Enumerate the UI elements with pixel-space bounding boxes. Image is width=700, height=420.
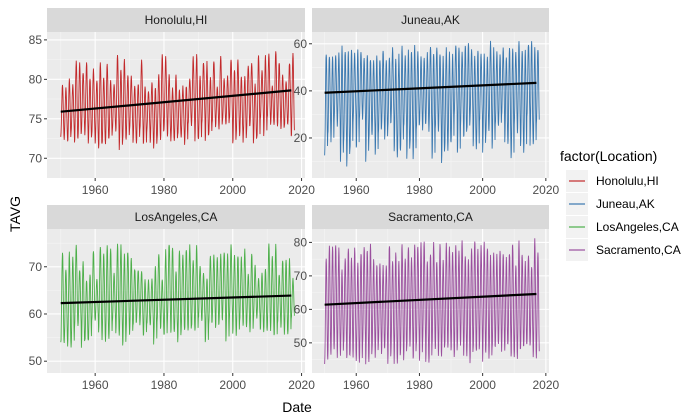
legend-title: factor(Location)	[560, 148, 657, 164]
facet-strip-label: Honolulu,HI	[145, 13, 208, 27]
x-tick-label: 1980	[406, 378, 433, 392]
y-tick-label: 85	[29, 33, 43, 47]
facet-strip-label: Sacramento,CA	[388, 210, 473, 224]
series-line	[60, 243, 295, 348]
legend-label: LosAngeles,CA	[596, 220, 679, 234]
panel-2: Juneau,AK 20 40 60 1960 1980 2000 2020	[294, 8, 560, 197]
y-tick-label: 75	[29, 112, 43, 126]
x-tick-label: 2020	[532, 378, 559, 392]
facet-strip-label: Juneau,AK	[401, 13, 460, 27]
trend-line	[60, 89, 292, 113]
legend-item: LosAngeles,CA	[566, 216, 679, 238]
trend-line	[324, 292, 537, 306]
x-tick-label: 1960	[82, 183, 109, 197]
x-tick-label: 2000	[219, 183, 246, 197]
y-axis-title: TAVG	[7, 196, 23, 232]
y-tick-label: 70	[29, 260, 43, 274]
legend-item: Sacramento,CA	[566, 239, 681, 261]
x-axis-title: Date	[282, 399, 312, 415]
legend-label: Sacramento,CA	[596, 243, 681, 257]
panel-4: Sacramento,CA 50 60 70 80 1960 1980 2000 2020	[294, 205, 560, 392]
y-tick-label: 80	[294, 235, 308, 249]
panel-background	[47, 32, 305, 178]
panel-3: LosAngeles,CA 50 60 70 1960 1980 2000 2020	[29, 205, 315, 392]
facet-strip	[47, 205, 305, 229]
x-tick-label: 2000	[469, 378, 496, 392]
x-tick-label: 1960	[82, 378, 109, 392]
x-tick-label: 1960	[343, 183, 370, 197]
x-tick-label: 2000	[219, 378, 246, 392]
x-tick-label: 1980	[151, 183, 178, 197]
facet-strip	[47, 8, 305, 32]
series-line	[60, 51, 295, 151]
legend-label: Honolulu,HI	[596, 174, 659, 188]
y-tick-label: 60	[294, 302, 308, 316]
legend: factor(Location) Honolulu,HI Juneau,AK Los…	[560, 148, 681, 261]
y-tick-label: 50	[294, 336, 308, 350]
y-tick-label: 60	[29, 307, 43, 321]
x-tick-label: 2020	[288, 378, 315, 392]
y-tick-label: 70	[294, 269, 308, 283]
legend-item: Honolulu,HI	[566, 170, 659, 192]
panel-background	[47, 229, 305, 373]
series-line	[324, 238, 540, 365]
x-tick-label: 1960	[343, 378, 370, 392]
y-tick-label: 60	[294, 37, 308, 51]
x-tick-label: 1980	[151, 378, 178, 392]
y-tick-label: 20	[294, 131, 308, 145]
legend-items: Honolulu,HI Juneau,AK LosAngeles,CA Sacrame…	[566, 170, 681, 261]
y-tick-label: 40	[294, 84, 308, 98]
panel-background	[312, 229, 549, 373]
x-tick-label: 1980	[406, 183, 433, 197]
y-tick-label: 80	[29, 72, 43, 86]
x-tick-label: 2000	[469, 183, 496, 197]
facet-strip	[312, 8, 549, 32]
panel-1: Honolulu,HI 70 75 80 85 1960 1980 2000 2020	[29, 8, 315, 197]
legend-label: Juneau,AK	[596, 197, 655, 211]
y-tick-label: 70	[29, 151, 43, 165]
facet-strip	[312, 205, 549, 229]
legend-item: Juneau,AK	[566, 193, 655, 215]
trend-line	[324, 81, 537, 94]
y-tick-label: 50	[29, 354, 43, 368]
series-line	[324, 40, 540, 167]
x-tick-label: 2020	[288, 183, 315, 197]
facet-strip-label: LosAngeles,CA	[135, 210, 218, 224]
x-tick-label: 2020	[532, 183, 559, 197]
trend-line	[60, 294, 292, 305]
